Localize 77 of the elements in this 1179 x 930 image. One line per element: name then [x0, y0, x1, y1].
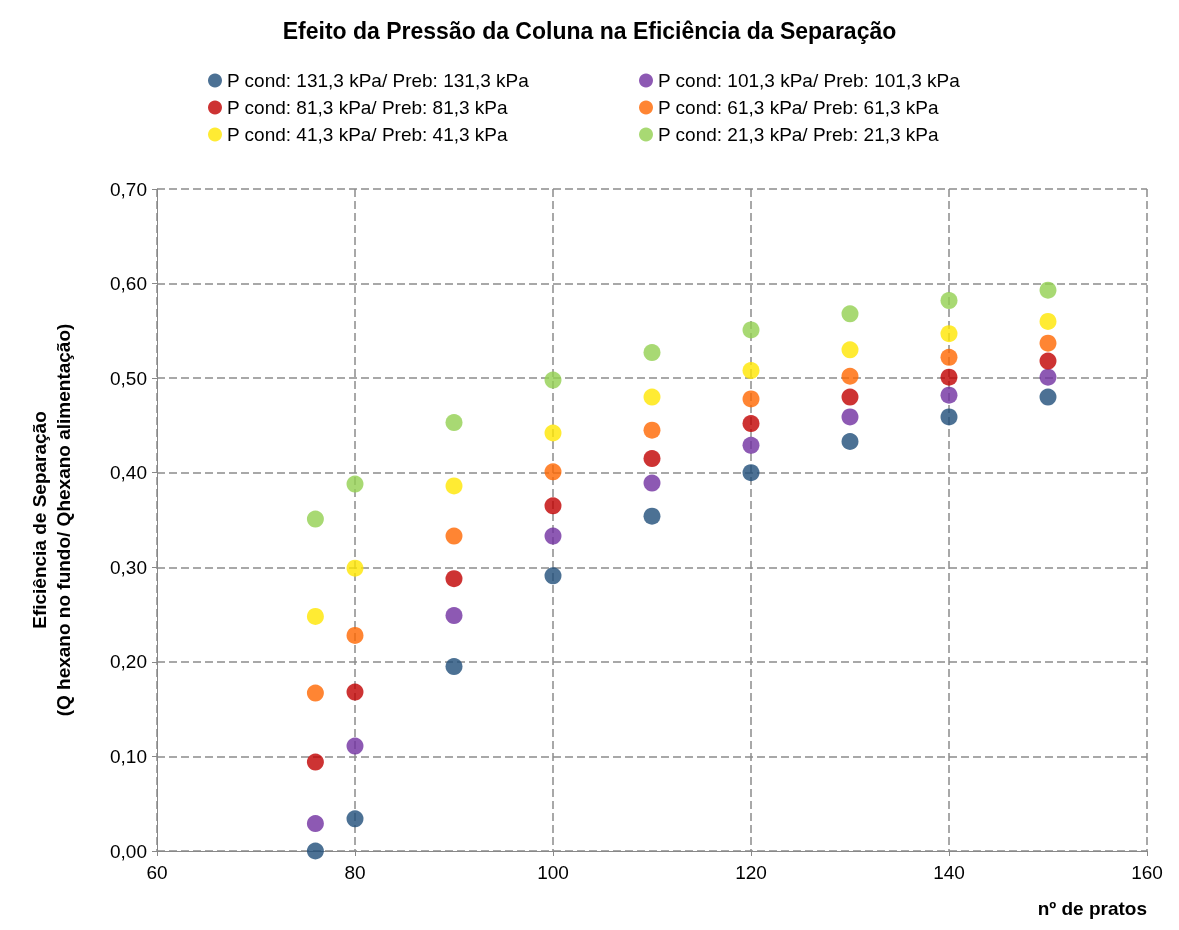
- point: [544, 527, 562, 545]
- point: [643, 344, 661, 362]
- legend-label: P cond: 21,3 kPa/ Preb: 21,3 kPa: [658, 124, 940, 145]
- point: [1039, 388, 1057, 406]
- point: [445, 477, 463, 495]
- x-tick-label: 60: [146, 862, 168, 883]
- point: [742, 321, 760, 339]
- x-tick-label: 120: [735, 862, 767, 883]
- point: [544, 463, 562, 481]
- point: [346, 559, 364, 577]
- point: [445, 570, 463, 588]
- point: [643, 450, 661, 468]
- point: [1039, 312, 1057, 330]
- point: [544, 424, 562, 442]
- point: [841, 367, 859, 385]
- point: [306, 607, 324, 625]
- point: [940, 325, 958, 343]
- point: [940, 408, 958, 426]
- point: [841, 388, 859, 406]
- point: [445, 527, 463, 545]
- x-tick-label: 160: [1131, 862, 1163, 883]
- point: [306, 510, 324, 528]
- point: [742, 415, 760, 433]
- point: [940, 386, 958, 404]
- point: [841, 408, 859, 426]
- point: [445, 607, 463, 625]
- point: [841, 305, 859, 323]
- point: [742, 436, 760, 454]
- point: [742, 464, 760, 482]
- point: [1039, 334, 1057, 352]
- point: [346, 475, 364, 493]
- legend-label: P cond: 131,3 kPa/ Preb: 131,3 kPa: [227, 70, 530, 91]
- legend-label: P cond: 41,3 kPa/ Preb: 41,3 kPa: [227, 124, 509, 145]
- point: [1039, 368, 1057, 386]
- point: [940, 292, 958, 310]
- point: [940, 368, 958, 386]
- point: [346, 683, 364, 701]
- legend-label: P cond: 61,3 kPa/ Preb: 61,3 kPa: [658, 97, 940, 118]
- point: [742, 390, 760, 408]
- point: [445, 658, 463, 676]
- y-tick-label: 0,50: [110, 367, 147, 389]
- point: [544, 567, 562, 585]
- point: [643, 421, 661, 439]
- chart-title: Efeito da Pressão da Coluna na Eficiência da Separação: [282, 17, 897, 44]
- legend-label: P cond: 81,3 kPa/ Preb: 81,3 kPa: [227, 97, 509, 118]
- point: [643, 507, 661, 525]
- point: [346, 626, 364, 644]
- point: [940, 348, 958, 366]
- y-axis-title: Eficiência de Separação (Q hexano no fundo/ Qhexano alimentação): [28, 323, 74, 717]
- point: [346, 810, 364, 828]
- point: [742, 362, 760, 380]
- point: [544, 371, 562, 389]
- point: [346, 737, 364, 755]
- point: [306, 842, 324, 860]
- point: [841, 341, 859, 359]
- point: [544, 497, 562, 515]
- y-tick-label: 0,70: [110, 178, 147, 200]
- y-tick-label: 0,00: [110, 840, 147, 862]
- x-axis-title: nº de pratos: [1037, 898, 1147, 919]
- point: [306, 815, 324, 833]
- x-tick-label: 140: [933, 862, 965, 883]
- point: [1039, 352, 1057, 370]
- y-tick-label: 0,10: [110, 745, 147, 767]
- point: [306, 753, 324, 771]
- x-tick-label: 80: [344, 862, 366, 883]
- point: [643, 474, 661, 492]
- point: [445, 414, 463, 432]
- y-tick-label: 0,20: [110, 651, 147, 673]
- y-tick-label: 0,60: [110, 273, 147, 295]
- x-tick-label: 100: [537, 862, 569, 883]
- point: [306, 684, 324, 702]
- legend-label: P cond: 101,3 kPa/ Preb: 101,3 kPa: [658, 70, 961, 91]
- y-tick-label: 0,30: [110, 556, 147, 578]
- point: [643, 388, 661, 406]
- point: [1039, 281, 1057, 299]
- point: [841, 433, 859, 450]
- y-tick-label: 0,40: [110, 462, 147, 484]
